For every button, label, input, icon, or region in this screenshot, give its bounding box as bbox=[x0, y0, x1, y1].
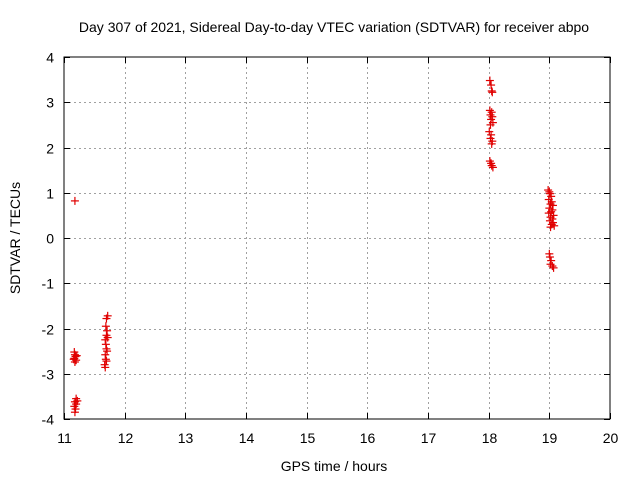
y-tick-label: -4 bbox=[42, 412, 55, 428]
data-point bbox=[101, 355, 110, 364]
data-point bbox=[101, 340, 110, 349]
chart-title: Day 307 of 2021, Sidereal Day-to-day VTE… bbox=[79, 19, 589, 35]
x-axis-label: GPS time / hours bbox=[281, 458, 388, 474]
y-axis-label: SDTVAR / TECUs bbox=[7, 182, 23, 294]
data-point bbox=[72, 351, 81, 360]
data-point bbox=[102, 357, 111, 366]
data-point bbox=[103, 326, 112, 335]
x-tick-label: 12 bbox=[118, 430, 134, 446]
data-point bbox=[547, 256, 556, 265]
x-tick-label: 11 bbox=[57, 430, 72, 446]
x-tick-label: 18 bbox=[482, 430, 498, 446]
y-tick-label: 2 bbox=[46, 141, 54, 157]
x-tick-label: 19 bbox=[542, 430, 558, 446]
data-point bbox=[70, 196, 79, 205]
x-tick-label: 16 bbox=[360, 430, 376, 446]
axis-ticks bbox=[64, 57, 611, 420]
data-point bbox=[546, 223, 555, 232]
data-point bbox=[549, 263, 558, 272]
data-point bbox=[487, 161, 496, 170]
data-point bbox=[101, 335, 110, 344]
data-point bbox=[70, 350, 79, 359]
grid bbox=[64, 57, 610, 419]
y-tick-label: -2 bbox=[42, 322, 55, 338]
y-tick-label: 0 bbox=[46, 231, 54, 247]
x-tick-label: 17 bbox=[421, 430, 437, 446]
data-point bbox=[103, 347, 112, 356]
data-point bbox=[486, 110, 495, 119]
data-point bbox=[487, 81, 496, 90]
x-tick-label: 20 bbox=[603, 430, 619, 446]
y-tick-label: 3 bbox=[46, 95, 54, 111]
data-point bbox=[487, 130, 496, 139]
y-tick-label: 4 bbox=[46, 50, 54, 66]
data-point bbox=[545, 253, 554, 262]
data-points bbox=[69, 76, 559, 417]
x-tick-label: 13 bbox=[178, 430, 194, 446]
data-point bbox=[485, 106, 494, 115]
data-point bbox=[486, 120, 495, 129]
y-tick-label: -3 bbox=[42, 367, 55, 383]
data-point bbox=[70, 408, 79, 417]
x-tick-label: 15 bbox=[300, 430, 316, 446]
data-point bbox=[544, 209, 553, 218]
x-tick-labels: 11 12 13 14 15 16 17 18 19 20 bbox=[57, 430, 618, 446]
data-point bbox=[487, 86, 496, 95]
data-point bbox=[101, 350, 110, 359]
data-point bbox=[487, 139, 496, 148]
data-point bbox=[102, 314, 111, 323]
data-point bbox=[550, 221, 559, 230]
data-point bbox=[548, 262, 557, 271]
y-tick-label: -1 bbox=[42, 276, 55, 292]
data-point bbox=[545, 187, 554, 196]
y-tick-labels: -4 -3 -2 -1 0 1 2 3 4 bbox=[42, 50, 55, 428]
data-point bbox=[101, 363, 110, 372]
data-point bbox=[488, 163, 497, 172]
x-tick-label: 14 bbox=[239, 430, 255, 446]
data-point bbox=[101, 322, 110, 331]
y-tick-label: 1 bbox=[46, 186, 54, 202]
data-point bbox=[544, 186, 553, 195]
data-point bbox=[488, 88, 497, 97]
data-point bbox=[546, 213, 555, 222]
data-point bbox=[485, 76, 494, 85]
